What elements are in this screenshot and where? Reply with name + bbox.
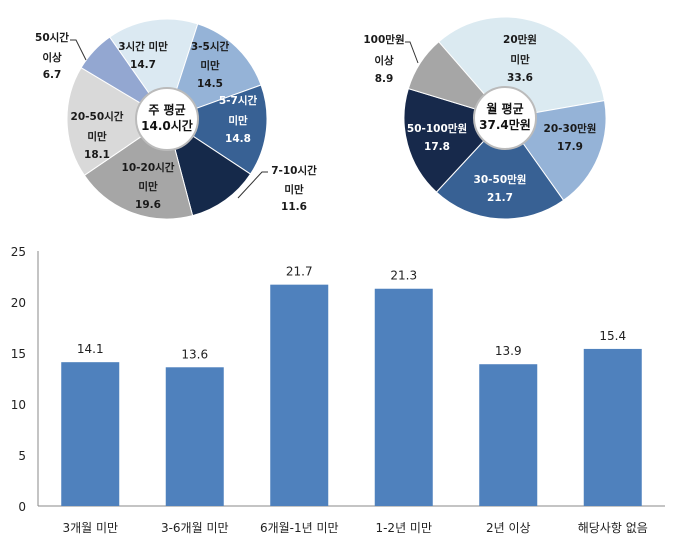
bar-data-label: 21.3 — [390, 269, 417, 283]
slice-label-name: 50시간 — [35, 31, 69, 44]
slice-label-name: 미만 — [510, 53, 530, 66]
y-tick-label: 5 — [18, 449, 26, 463]
bar — [165, 367, 224, 506]
slice-label-name: 미만 — [87, 130, 107, 143]
slice-label-name: 50-100만원 — [407, 122, 467, 135]
y-tick-label: 25 — [11, 245, 26, 259]
slice-label-name: 미만 — [228, 114, 248, 127]
donut-center-label: 주 평균 — [148, 103, 185, 117]
slice-label-name: 미만 — [284, 183, 304, 196]
y-tick-label: 20 — [11, 296, 26, 310]
slice-label-name: 5-7시간 — [219, 94, 258, 107]
slice-label-value: 14.5 — [197, 78, 223, 90]
slice-label-value: 17.8 — [424, 141, 450, 153]
slice-label-value: 18.1 — [84, 149, 110, 161]
x-tick-label: 6개월-1년 미만 — [260, 521, 339, 535]
bar-data-label: 15.4 — [599, 329, 626, 343]
y-tick-label: 0 — [18, 500, 26, 514]
slice-label-value: 19.6 — [135, 199, 161, 211]
x-tick-label: 해당사항 없음 — [578, 521, 648, 535]
slice-label-value: 21.7 — [487, 192, 513, 204]
bar — [374, 288, 433, 506]
slice-label-name: 3시간 미만 — [118, 40, 168, 53]
bar-data-label: 13.9 — [495, 344, 522, 358]
slice-label-name: 10-20시간 — [122, 161, 175, 174]
slice-label-value: 8.9 — [375, 73, 394, 85]
slice-label-name: 30-50만원 — [474, 173, 527, 186]
bar-data-label: 21.7 — [286, 265, 313, 279]
bar — [270, 284, 329, 506]
donut-center-label: 37.4만원 — [479, 117, 531, 132]
donut-hole — [473, 86, 537, 150]
y-tick-label: 15 — [11, 347, 26, 361]
x-tick-label: 2년 이상 — [486, 521, 531, 535]
slice-label-name: 3-5시간 — [191, 40, 230, 53]
slice-label-value: 6.7 — [43, 69, 62, 81]
donut-hole — [135, 87, 199, 151]
x-tick-label: 3-6개월 미만 — [161, 521, 229, 535]
slice-label-value: 33.6 — [507, 72, 533, 84]
bar — [583, 348, 642, 506]
bar — [479, 364, 538, 506]
leader-line — [70, 39, 87, 61]
donut-center-label: 14.0시간 — [141, 118, 193, 133]
bar-data-label: 13.6 — [181, 347, 208, 361]
slice-label-name: 100만원 — [363, 33, 404, 46]
x-tick-label: 3개월 미만 — [62, 521, 118, 535]
slice-label-name: 20만원 — [503, 33, 537, 46]
slice-label-name: 미만 — [138, 180, 158, 193]
leader-line — [237, 171, 268, 199]
slice-label-value: 11.6 — [281, 201, 307, 213]
bar — [61, 362, 120, 506]
slice-label-value: 14.8 — [225, 133, 251, 145]
slice-label-name: 미만 — [200, 59, 220, 72]
leader-line — [405, 41, 419, 64]
tenure-bar-chart: 0 5 10 15 20 25 14.1 3개월 미만 13.6 3-6개월 미만 21.7 6개월-… — [11, 245, 665, 535]
y-tick-label: 10 — [11, 398, 26, 412]
slice-label-name: 이상 — [42, 51, 62, 64]
x-tick-label: 1-2년 미만 — [375, 521, 432, 535]
slice-label-name: 이상 — [374, 54, 394, 67]
slice-label-name: 20-30만원 — [544, 122, 597, 135]
slice-label-value: 17.9 — [557, 141, 583, 153]
slice-label-name: 7-10시간 — [271, 164, 317, 177]
donut-center-label: 월 평균 — [486, 101, 523, 116]
bar-data-label: 14.1 — [77, 342, 104, 356]
slice-label-name: 20-50시간 — [71, 110, 124, 123]
slice-label-value: 14.7 — [130, 59, 156, 71]
